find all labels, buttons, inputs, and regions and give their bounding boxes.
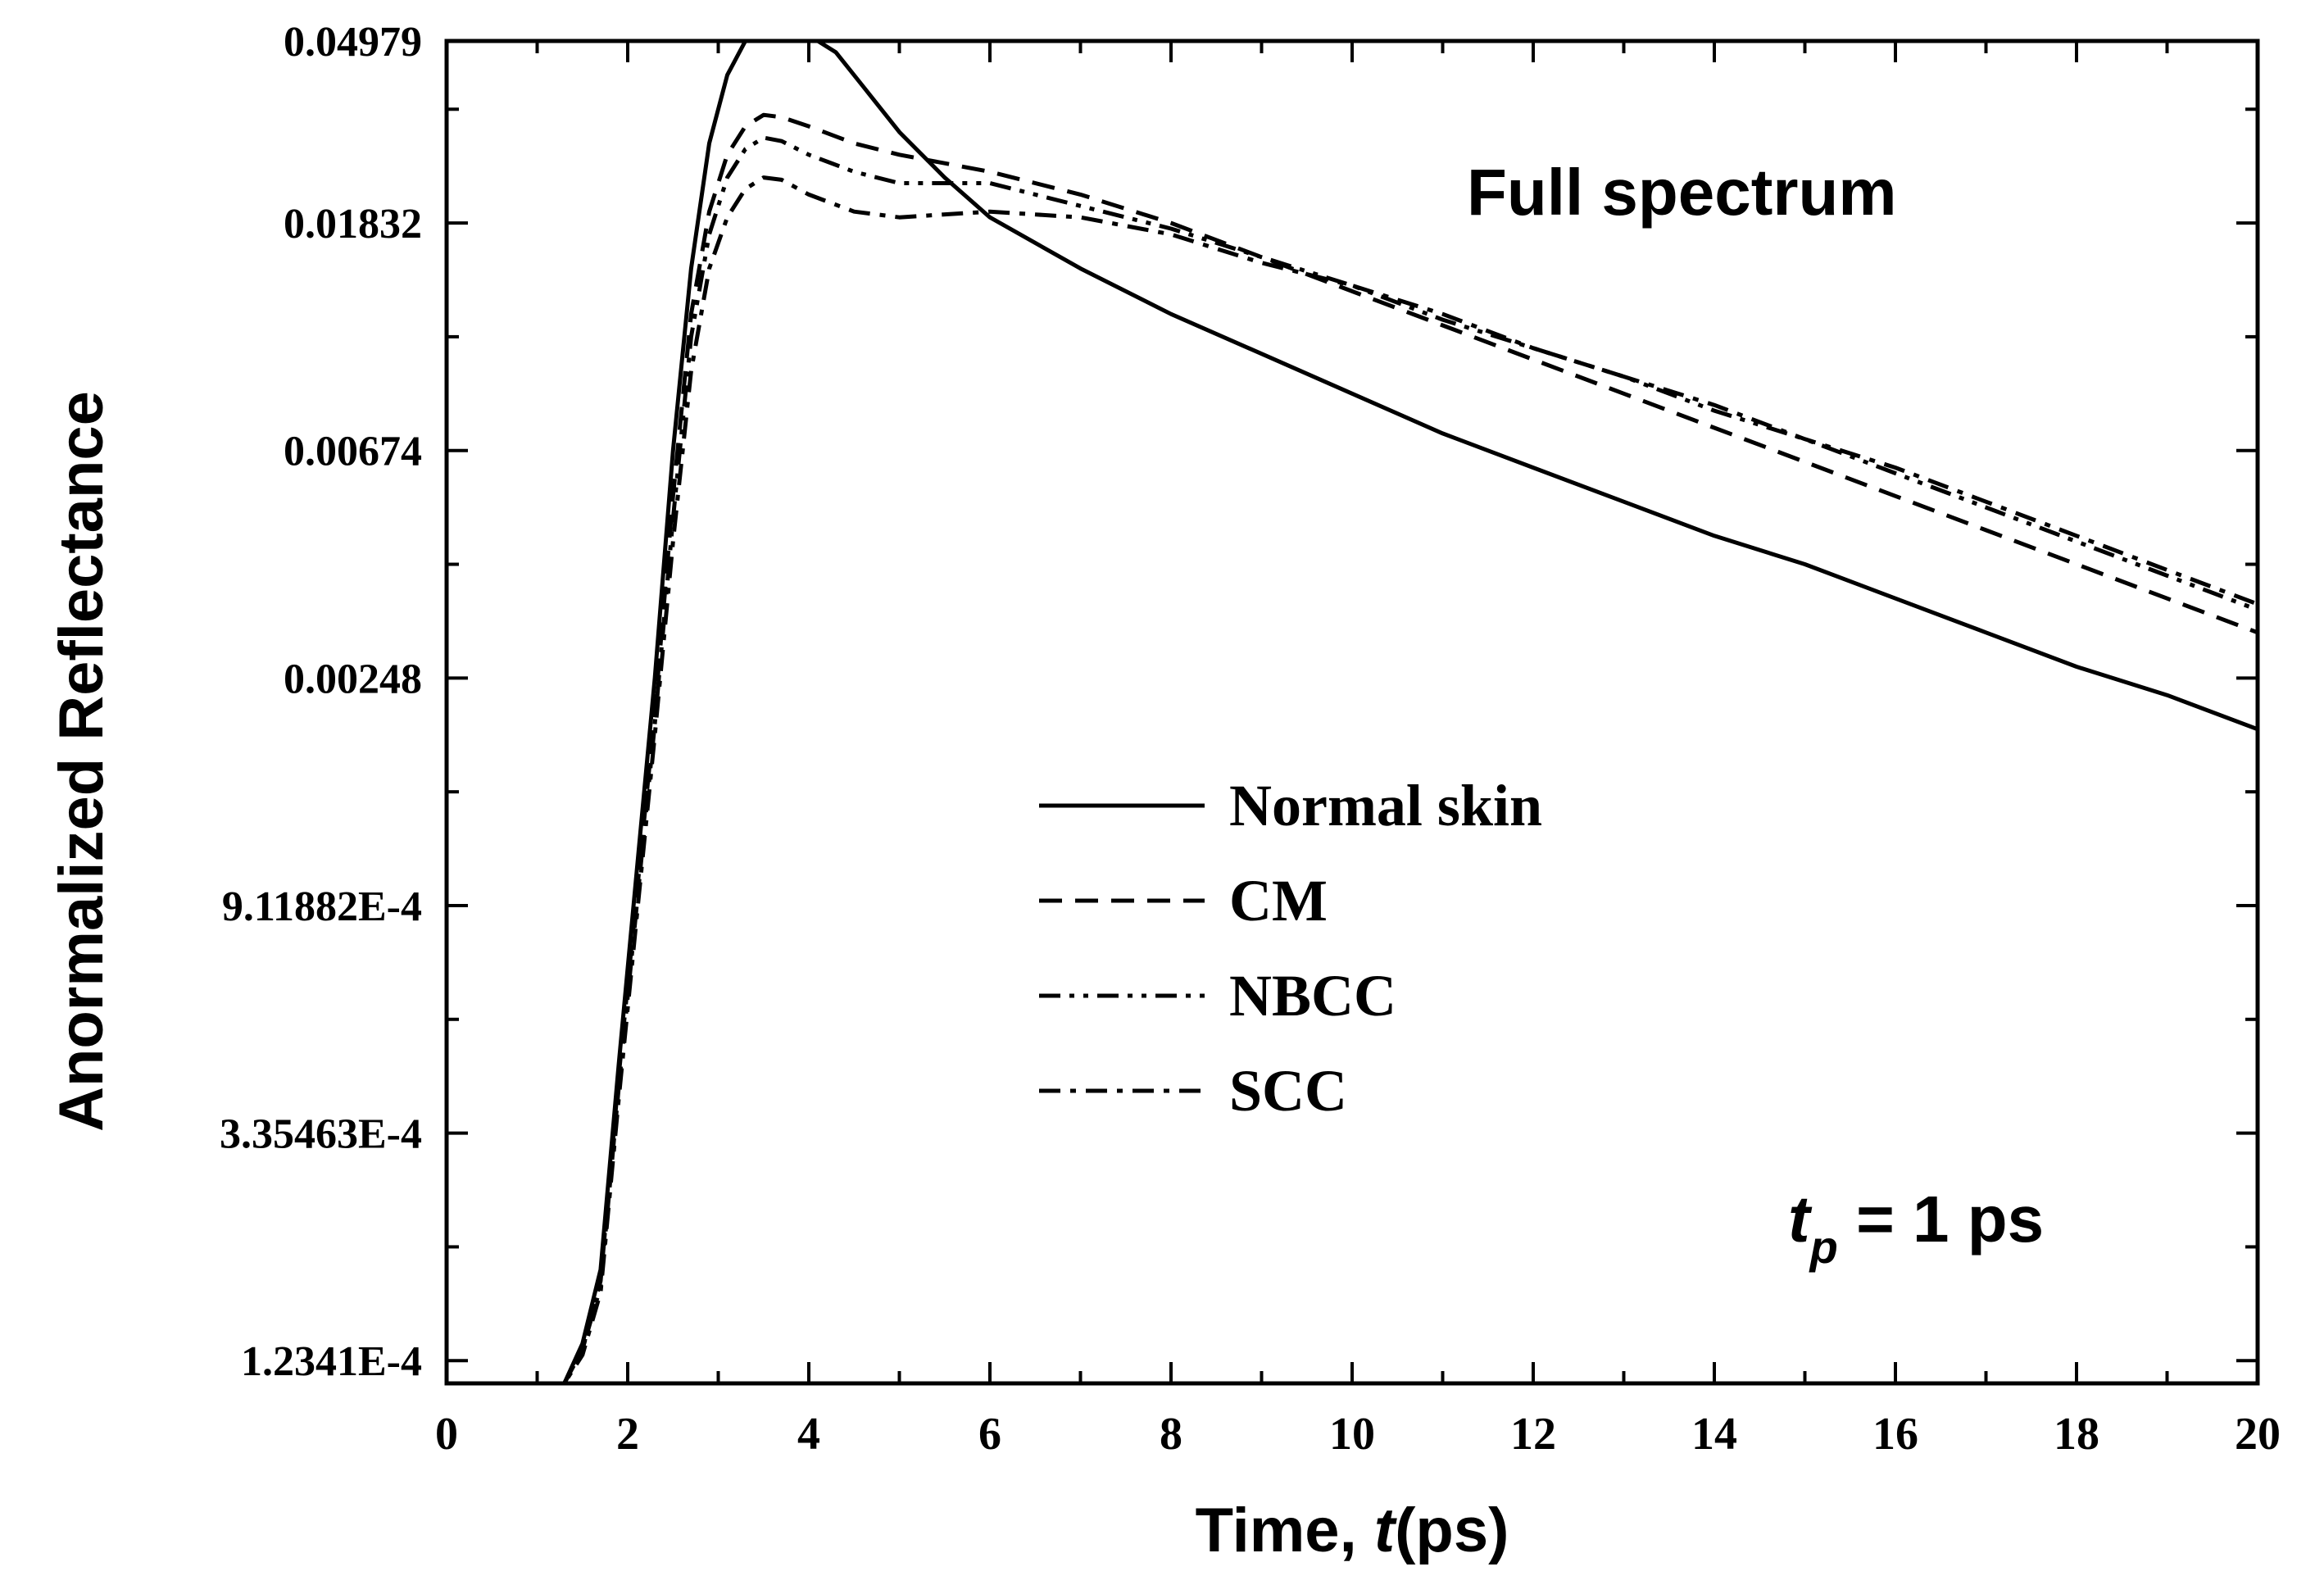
x-tick-label: 16 <box>1872 1409 1918 1460</box>
x-axis-title-unit: (ps) <box>1395 1496 1509 1565</box>
x-tick-label: 2 <box>616 1409 639 1460</box>
plot-frame <box>444 39 2260 1386</box>
x-tick-label: 4 <box>797 1409 820 1460</box>
pulse-width-annotation: tp = 1 ps <box>1788 1183 2044 1273</box>
legend-label: SCC <box>1229 1058 1347 1124</box>
x-tick-label: 12 <box>1510 1409 1556 1460</box>
y-tick-label: 0.00248 <box>284 656 422 702</box>
spectrum-annotation: Full spectrum <box>1467 156 1897 229</box>
legend-label: NBCC <box>1229 963 1396 1029</box>
x-tick-label: 6 <box>978 1409 1001 1460</box>
y-tick-labels: 1.2341E-4 3.35463E-4 9.11882E-4 0.00248 0.00… <box>220 19 422 1385</box>
legend-label: CM <box>1229 868 1328 933</box>
pulse-symbol: t <box>1788 1183 1813 1256</box>
y-axis-title: Anormalized Reflectance <box>47 391 116 1132</box>
x-axis-title-prefix: Time, <box>1196 1496 1374 1565</box>
y-tick-label: 0.01832 <box>284 201 422 248</box>
pulse-subscript: p <box>1809 1221 1838 1273</box>
y-tick-label: 0.00674 <box>284 429 422 475</box>
x-tick-label: 10 <box>1329 1409 1375 1460</box>
x-axis-title-symbol: t <box>1374 1496 1397 1565</box>
y-tick-label: 3.35463E-4 <box>220 1111 422 1158</box>
series-scc <box>447 175 2258 1383</box>
y-tick-label: 9.11882E-4 <box>222 883 422 930</box>
pulse-value: = 1 ps <box>1838 1183 2044 1256</box>
x-tick-label: 20 <box>2235 1409 2281 1460</box>
series-layer <box>447 41 2258 1383</box>
y-tick-label: 1.2341E-4 <box>241 1338 422 1385</box>
legend: Normal skin CM NBCC SCC <box>1039 773 1542 1124</box>
x-tick-label: 18 <box>2054 1409 2099 1460</box>
series-normal-skin <box>447 41 2258 1383</box>
legend-label: Normal skin <box>1229 773 1542 838</box>
x-tick-labels: 0 2 4 6 8 10 12 14 16 18 20 <box>435 1409 2281 1460</box>
x-axis-title: Time, t(ps) <box>1196 1496 1509 1565</box>
x-tick-label: 8 <box>1160 1409 1182 1460</box>
x-tick-label: 0 <box>435 1409 458 1460</box>
x-tick-label: 14 <box>1691 1409 1737 1460</box>
y-tick-label: 0.04979 <box>284 19 422 66</box>
